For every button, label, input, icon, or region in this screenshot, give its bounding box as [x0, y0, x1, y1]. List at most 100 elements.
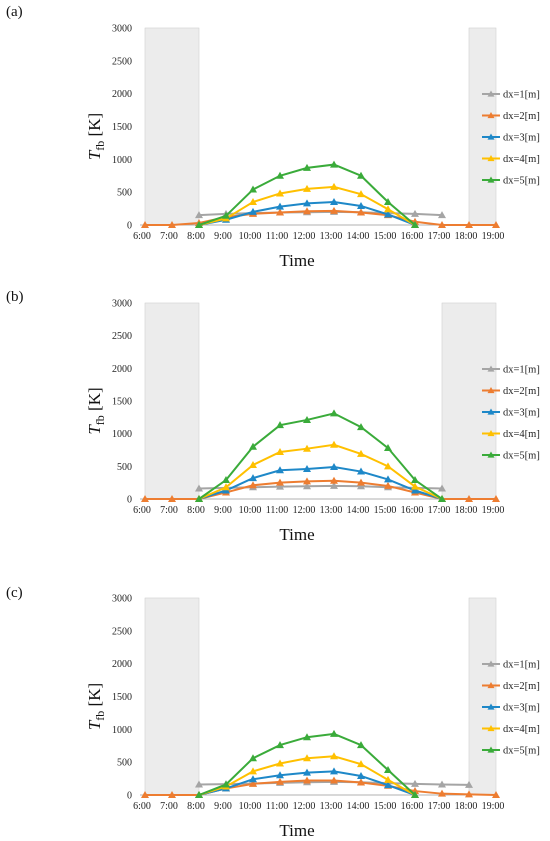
data-point	[384, 444, 392, 452]
data-point	[303, 733, 311, 741]
data-point	[276, 208, 284, 216]
legend-entry: dx=5[m]	[482, 746, 540, 757]
data-point	[303, 207, 311, 215]
panel-label: (a)	[6, 4, 23, 20]
panel-label: (c)	[6, 585, 23, 601]
data-point	[303, 768, 311, 776]
x-tick-label: 18:00	[455, 231, 478, 242]
y-tick-label: 0	[127, 791, 132, 802]
data-point	[303, 199, 311, 207]
data-point	[249, 442, 257, 450]
series-dx-5-m-	[195, 160, 419, 228]
series-line	[145, 209, 496, 226]
series-line	[198, 484, 443, 490]
shaded-period	[144, 27, 200, 226]
x-tick-label: 13:00	[320, 505, 343, 516]
data-point	[357, 467, 365, 475]
data-point	[384, 462, 392, 470]
data-point	[222, 483, 230, 491]
y-tick-label: 1500	[112, 397, 132, 408]
x-tick-label: 7:00	[160, 801, 178, 812]
data-point	[141, 221, 149, 228]
data-point	[276, 777, 284, 785]
data-point	[357, 482, 365, 490]
legend-label: dx=4[m]	[503, 724, 540, 735]
data-point	[384, 481, 392, 489]
data-point	[384, 781, 392, 789]
legend-label: dx=5[m]	[503, 746, 540, 757]
x-tick-label: 9:00	[214, 801, 232, 812]
x-tick-label: 13:00	[320, 801, 343, 812]
data-point	[276, 202, 284, 210]
x-tick-label: 10:00	[239, 801, 262, 812]
y-tick-label: 3000	[112, 299, 132, 310]
x-tick-label: 7:00	[160, 231, 178, 242]
x-tick-label: 10:00	[239, 231, 262, 242]
legend-swatch-marker	[487, 703, 495, 710]
x-tick-label: 14:00	[347, 505, 370, 516]
panel-label: (b)	[6, 289, 24, 305]
data-point	[465, 221, 473, 228]
data-point	[384, 198, 392, 206]
legend-swatch-marker	[487, 387, 495, 394]
x-tick-label: 8:00	[187, 505, 205, 516]
legend-label: dx=3[m]	[503, 408, 540, 419]
data-point	[465, 790, 473, 798]
data-point	[141, 791, 149, 798]
legend-entry: dx=4[m]	[482, 154, 540, 165]
y-axis-title: Tfb [K]	[85, 387, 107, 434]
y-axis-title: Tfb [K]	[85, 683, 107, 730]
y-tick-label: 2000	[112, 659, 132, 670]
y-tick-label: 2000	[112, 364, 132, 375]
y-axis-title: Tfb [K]	[85, 113, 107, 160]
data-point	[330, 462, 338, 470]
legend-entry: dx=4[m]	[482, 724, 540, 735]
x-tick-label: 10:00	[239, 505, 262, 516]
data-point	[276, 189, 284, 197]
data-point	[303, 776, 311, 784]
data-point	[303, 477, 311, 485]
legend-swatch-marker	[487, 133, 495, 140]
x-tick-label: 18:00	[455, 801, 478, 812]
x-tick-label: 6:00	[133, 801, 151, 812]
data-point	[249, 775, 257, 783]
y-tick-label: 1500	[112, 122, 132, 133]
x-tick-label: 8:00	[187, 801, 205, 812]
data-point	[249, 185, 257, 193]
chart-panel: (b) 0 500 1000 1500 2000 2500 3000 6:00 7:00 8:00 9…	[6, 289, 540, 544]
x-tick-label: 19:00	[482, 505, 505, 516]
x-axis-title: Time	[279, 251, 314, 270]
data-point	[357, 171, 365, 179]
data-point	[492, 791, 500, 798]
y-tick-label: 2500	[112, 626, 132, 637]
legend-swatch-marker	[487, 746, 495, 753]
data-point	[249, 767, 257, 775]
data-point	[357, 190, 365, 198]
legend-label: dx=5[m]	[503, 451, 540, 462]
data-point	[195, 211, 203, 219]
data-point	[276, 771, 284, 779]
y-tick-label: 0	[127, 495, 132, 506]
x-tick-label: 9:00	[214, 505, 232, 516]
series-dx-5-m-	[195, 409, 446, 502]
data-point	[384, 205, 392, 213]
x-tick-label: 12:00	[293, 801, 316, 812]
data-point	[276, 171, 284, 179]
x-tick-label: 13:00	[320, 231, 343, 242]
data-point	[276, 741, 284, 749]
data-point	[330, 776, 338, 784]
legend-entry: dx=1[m]	[482, 90, 540, 101]
data-point	[195, 780, 203, 788]
data-point	[276, 482, 284, 490]
data-point	[357, 423, 365, 431]
x-tick-label: 17:00	[428, 801, 451, 812]
data-point	[330, 481, 338, 489]
data-point	[384, 210, 392, 218]
data-point	[303, 163, 311, 171]
data-point	[195, 484, 203, 492]
data-point	[438, 484, 446, 492]
data-point	[168, 495, 176, 502]
legend-swatch-marker	[487, 90, 495, 97]
data-point	[249, 207, 257, 215]
x-tick-label: 18:00	[455, 505, 478, 516]
